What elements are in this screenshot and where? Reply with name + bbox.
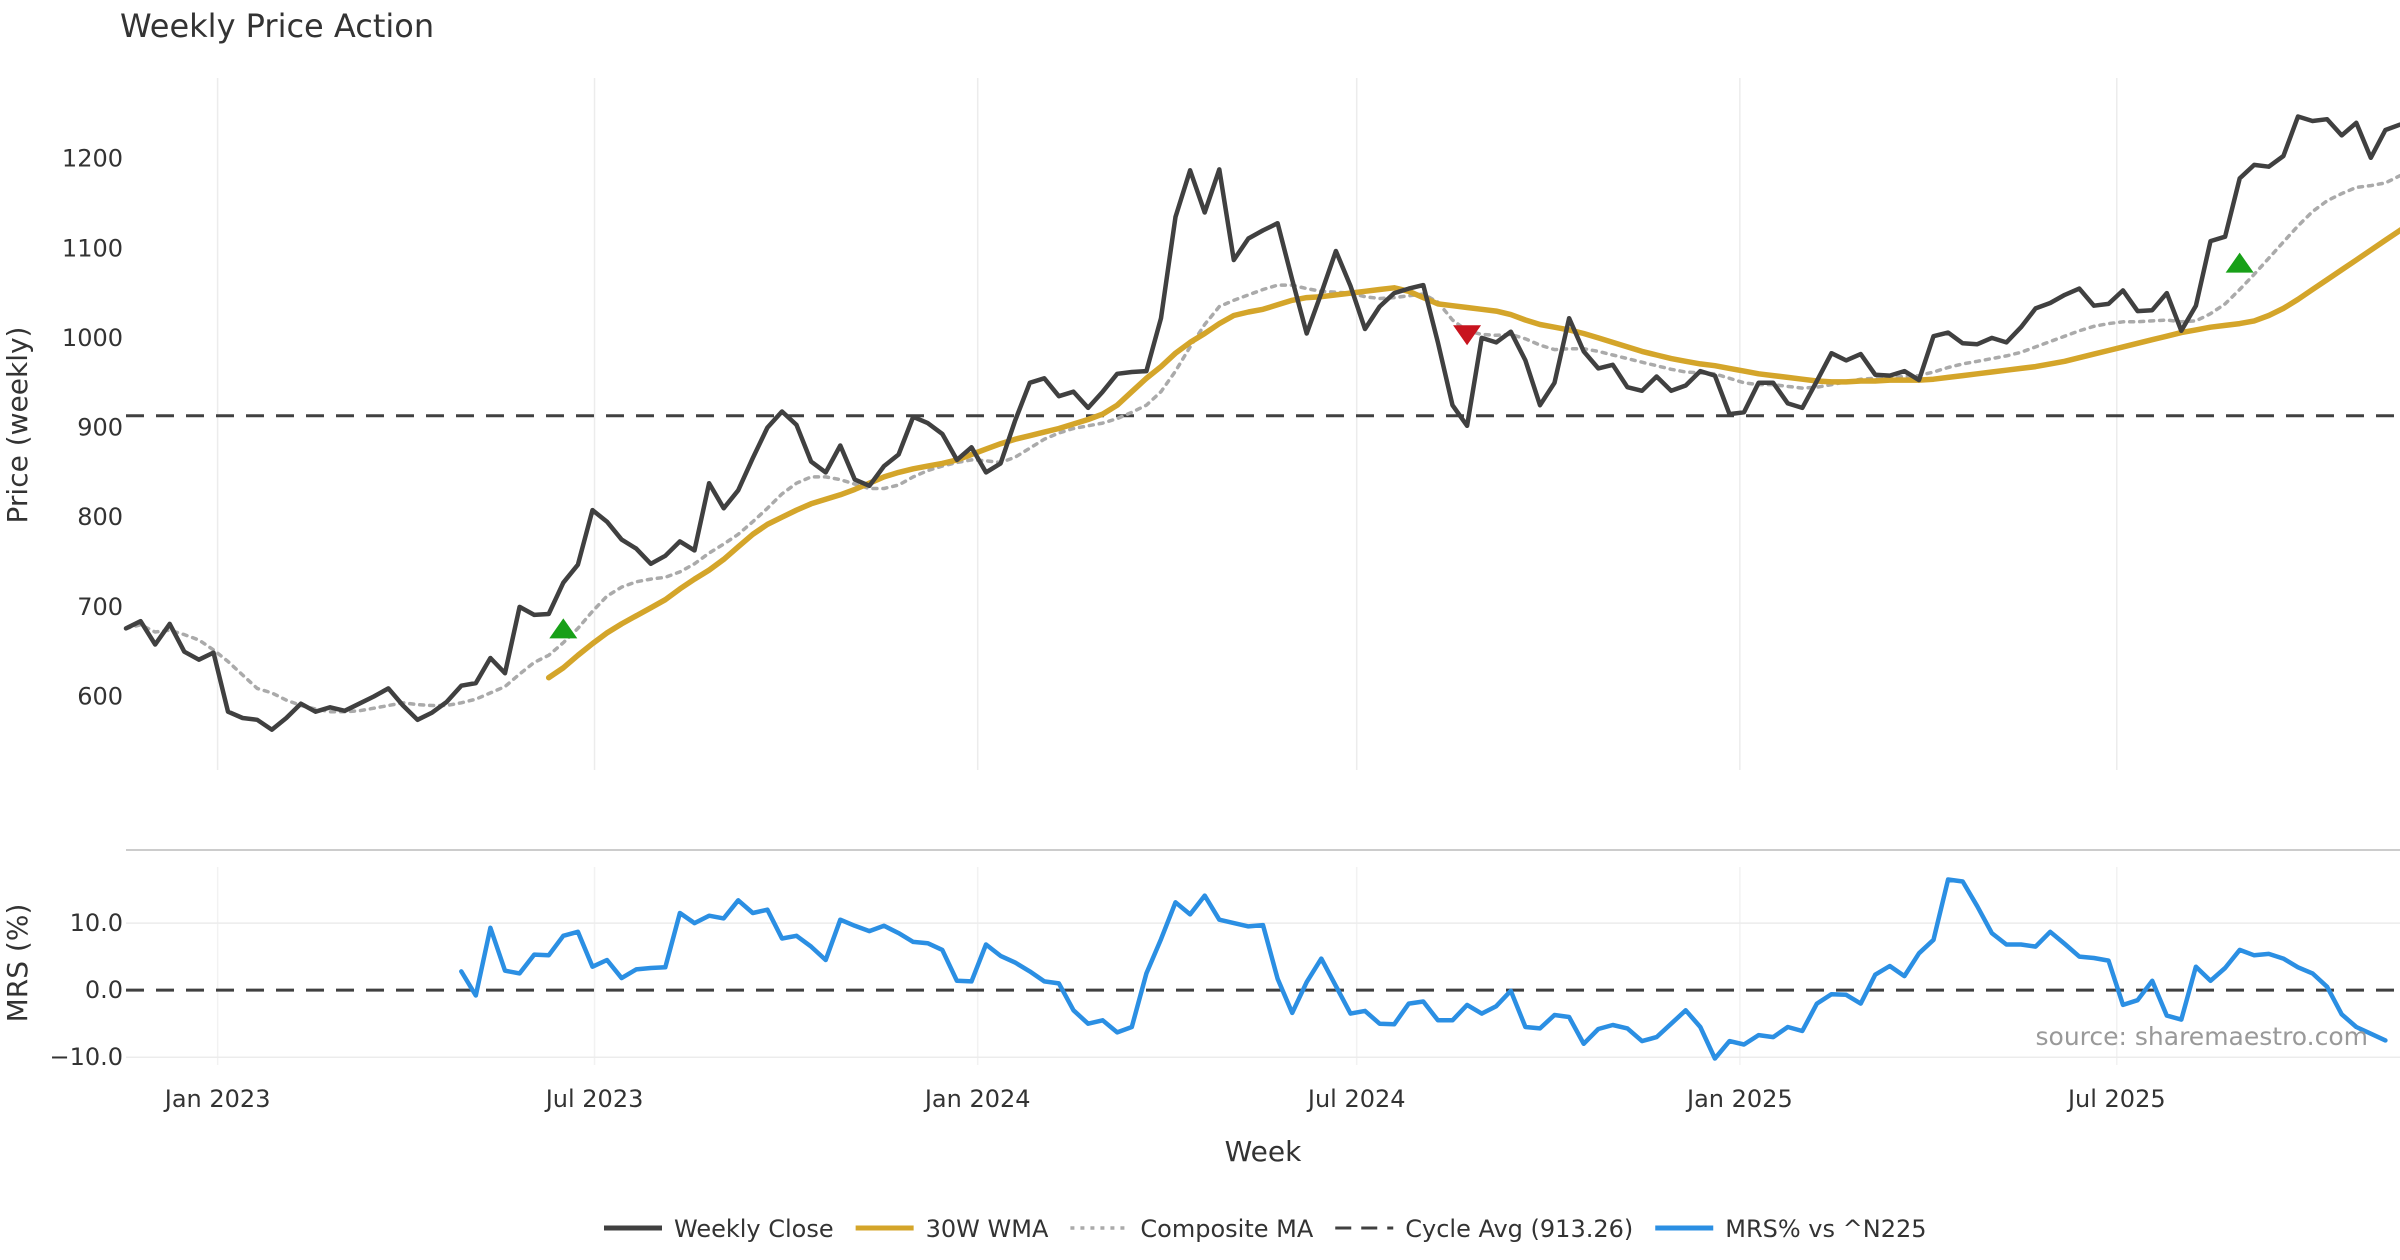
buy-signal-marker (2225, 252, 2254, 273)
x-axis: Jan 2023 Jul 2023 Jan 2024 Jul 2024 Jan 2025… (163, 1085, 2166, 1113)
legend-label: 30W WMA (926, 1215, 1049, 1243)
legend: Weekly Close 30W WMA Composite MA Cycle Avg… (604, 1215, 1927, 1243)
price-y-tick-label: 600 (77, 682, 123, 710)
price-y-tick-label: 700 (77, 593, 123, 621)
mrs-panel: 10.0 0.0 −10.0 MRS (%) source: sharemaestr… (1, 877, 2400, 1071)
x-tick-label: Jan 2023 (163, 1085, 271, 1113)
sell-signal-marker (1453, 325, 1482, 346)
x-tick-label: Jul 2024 (1306, 1085, 1406, 1113)
price-series-group (123, 114, 2400, 732)
x-tick-label: Jan 2025 (1685, 1085, 1793, 1113)
price-y-axis-label: Price (weekly) (1, 327, 34, 524)
price-y-tick-label: 1200 (62, 145, 123, 173)
30w-wma-line (545, 227, 2400, 681)
x-tick-label: Jul 2023 (544, 1085, 644, 1113)
mrs-y-tick-label: −10.0 (49, 1043, 123, 1071)
mrs-y-axis-label: MRS (%) (1, 904, 34, 1023)
x-tick-label: Jul 2025 (2066, 1085, 2166, 1113)
chart-title: Weekly Price Action (120, 7, 434, 45)
mrs-y-tick-label: 0.0 (85, 976, 123, 1004)
legend-label: Cycle Avg (913.26) (1405, 1215, 1633, 1243)
x-axis-label: Week (1225, 1135, 1302, 1168)
signal-markers (549, 252, 2254, 639)
legend-label: MRS% vs ^N225 (1725, 1215, 1926, 1243)
mrs-y-axis: 10.0 0.0 −10.0 (49, 909, 2400, 1071)
price-y-tick-label: 800 (77, 503, 123, 531)
buy-signal-marker (549, 618, 578, 639)
mrs-line (459, 877, 2388, 1061)
price-gridlines (216, 78, 2118, 1065)
mrs-y-tick-label: 10.0 (70, 909, 123, 937)
price-y-axis: 600 700 800 900 1000 1100 1200 (62, 145, 123, 711)
legend-label: Weekly Close (674, 1215, 834, 1243)
composite-ma-line (124, 173, 2400, 714)
weekly-close-line (123, 114, 2400, 732)
source-note: source: sharemaestro.com (2036, 1022, 2369, 1051)
price-panel: 600 700 800 900 1000 1100 1200 Price (weekly) (1, 78, 2400, 1065)
legend-label: Composite MA (1140, 1215, 1313, 1243)
price-y-tick-label: 1000 (62, 324, 123, 352)
price-y-tick-label: 1100 (62, 234, 123, 262)
price-y-tick-label: 900 (77, 414, 123, 442)
x-tick-label: Jan 2024 (923, 1085, 1031, 1113)
mrs-series-group (459, 877, 2388, 1061)
